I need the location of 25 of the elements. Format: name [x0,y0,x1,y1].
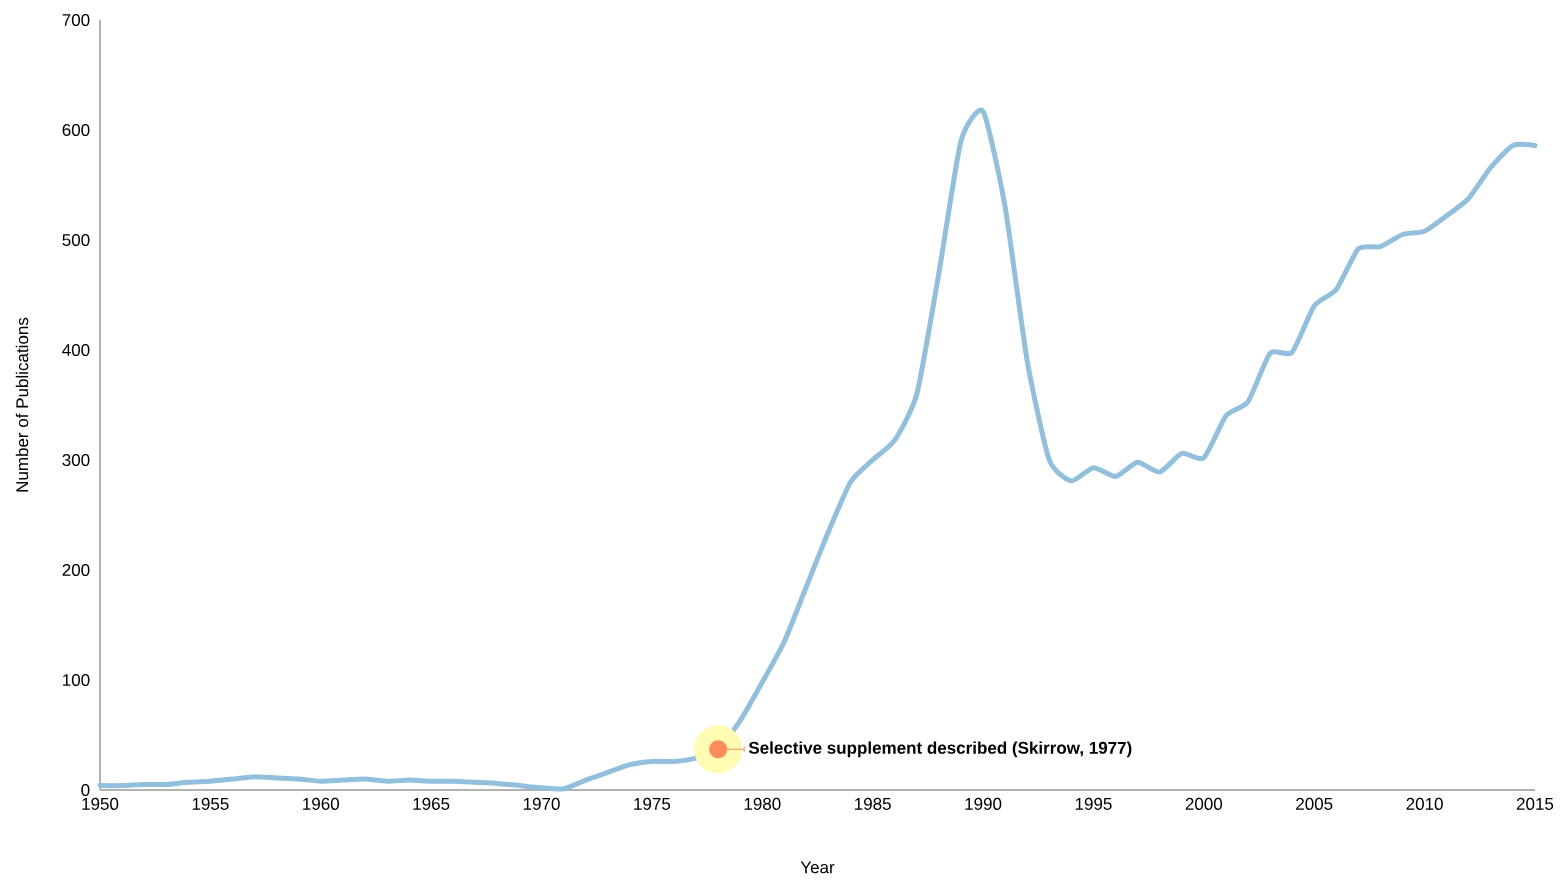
y-tick-label: 400 [62,343,90,357]
y-axis-title: Number of Publications [15,317,29,492]
y-tick-label: 300 [62,453,90,467]
x-tick-label: 1990 [965,797,1002,810]
y-tick-label: 700 [62,13,90,27]
x-tick-label: 1995 [1075,797,1112,810]
x-tick-label: 1955 [192,797,229,810]
y-tick-label: 0 [81,783,90,797]
x-tick-label: 1965 [413,797,450,810]
x-tick-label: 1950 [82,797,119,810]
x-tick-label: 2005 [1296,797,1333,810]
x-tick-label: 2000 [1185,797,1223,810]
y-tick-label: 100 [63,673,90,687]
x-tick-label: 1980 [744,797,781,810]
x-tick-label: 2010 [1406,797,1443,810]
x-axis-title: Year [800,861,835,874]
x-tick-label: 2015 [1516,797,1554,810]
annotation: Selective supplement described (Skirrow, 1977) [748,741,1132,758]
x-tick-label: 1975 [634,797,671,810]
x-tick-label: 1970 [523,797,560,810]
x-tick-label: 1985 [855,797,891,810]
y-tick-label: 500 [62,233,90,247]
y-tick-label: 200 [62,563,90,577]
y-tick-label: 600 [62,123,90,137]
x-tick-label: 1960 [303,797,340,810]
